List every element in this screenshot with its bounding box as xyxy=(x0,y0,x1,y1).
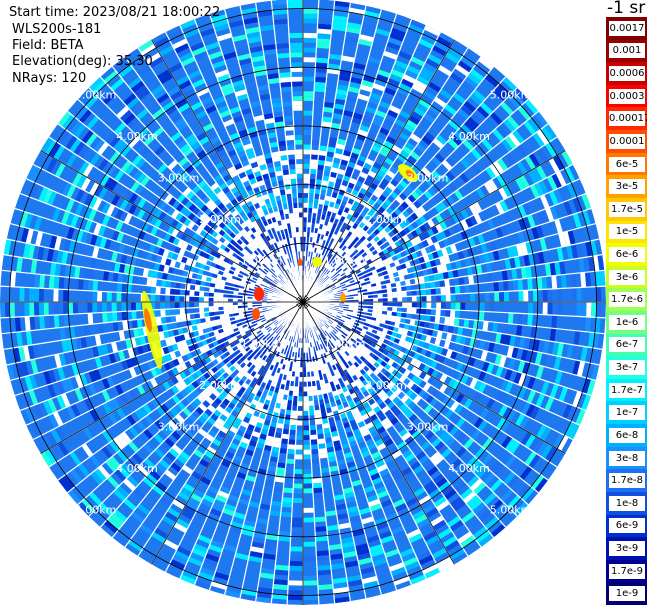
range-label-4: 4.00km xyxy=(448,462,490,475)
colorbar-tick-label: 0.0001 xyxy=(609,133,645,149)
colorbar xyxy=(606,17,647,606)
colorbar-tick-label: 3e-5 xyxy=(609,179,645,195)
range-ring-labels: 1.00km 2.00km 3.00km 4.00km 5.00km 1.00km 2.00… xyxy=(75,89,532,517)
colorbar-tick-label: 1e-7 xyxy=(609,405,645,421)
ppi-scan-plot: 1.00km 2.00km 3.00km 4.00km 5.00km 1.00km 2.00… xyxy=(0,0,606,605)
azimuth-line xyxy=(302,150,566,303)
range-label-2: 2.00km xyxy=(199,379,241,392)
colorbar-tick-label: 1.7e-6 xyxy=(609,292,645,308)
start-time-label: Start time: 2023/08/21 18:00:22 xyxy=(9,5,221,20)
colorbar-tick-label: 0.0003 xyxy=(609,88,645,104)
colorbar-unit: -1 sr xyxy=(607,0,646,18)
azimuth-line xyxy=(40,150,304,303)
azimuth-line xyxy=(151,39,304,303)
range-label-3: 3.00km xyxy=(158,172,200,185)
range-label-5: 5.00km xyxy=(75,504,117,517)
range-label-3: 3.00km xyxy=(407,172,449,185)
elevation-label: Elevation(deg): 35.30 xyxy=(12,54,153,69)
colorbar-tick-label: 1.7e-8 xyxy=(609,473,645,489)
colorbar-tick-label: 6e-5 xyxy=(609,156,645,172)
colorbar-tick-label: 1e-6 xyxy=(609,314,645,330)
range-label-5: 5.00km xyxy=(75,89,117,102)
range-label-1: 1.00km xyxy=(324,255,366,268)
range-label-1: 1.00km xyxy=(324,338,366,351)
colorbar-tick-label: 0.00017 xyxy=(609,111,647,127)
colorbar-tick-label: 0.0017 xyxy=(609,20,645,36)
azimuth-line xyxy=(302,301,566,454)
azimuth-line xyxy=(40,301,304,454)
colorbar-tick-label: 1e-5 xyxy=(609,224,645,240)
colorbar-tick-label: 1.7e-7 xyxy=(609,382,645,398)
plume-northeast-core xyxy=(405,170,415,178)
colorbar-tick-label: 3e-7 xyxy=(609,360,645,376)
azimuth-line xyxy=(302,301,455,565)
plume-west-core xyxy=(144,308,152,332)
colorbar-tick-label: 6e-6 xyxy=(609,246,645,262)
field-label: Field: BETA xyxy=(12,38,84,53)
range-label-4: 4.00km xyxy=(116,462,158,475)
range-label-4: 4.00km xyxy=(116,130,158,143)
range-label-3: 3.00km xyxy=(407,421,449,434)
colorbar-tick-label: 6e-9 xyxy=(609,518,645,534)
hotspot-east xyxy=(340,293,346,303)
colorbar-tick-label: 3e-9 xyxy=(609,540,645,556)
colorbar-tick-label: 6e-8 xyxy=(609,427,645,443)
azimuth-lines xyxy=(0,0,606,605)
colorbar-tick-label: 0.0006 xyxy=(609,66,645,82)
azimuth-line xyxy=(302,39,455,303)
range-label-2: 2.00km xyxy=(365,379,407,392)
range-label-4: 4.00km xyxy=(448,130,490,143)
nrays-label: NRays: 120 xyxy=(12,71,87,86)
colorbar-tick-label: 0.001 xyxy=(609,43,645,59)
range-label-2: 2.00km xyxy=(199,213,241,226)
range-label-1: 1.00km xyxy=(241,255,283,268)
plume-features xyxy=(141,164,418,370)
hotspot-center xyxy=(298,258,302,266)
colorbar-tick-label: 1e-8 xyxy=(609,495,645,511)
colorbar-tick-label: 1.7e-5 xyxy=(609,201,645,217)
colorbar-tick-label: 1.7e-9 xyxy=(609,563,645,579)
azimuth-line xyxy=(151,301,304,565)
range-label-3: 3.00km xyxy=(158,421,200,434)
colorbar-tick-label: 1e-9 xyxy=(609,586,645,602)
range-label-5: 5.00km xyxy=(490,89,532,102)
instrument-label: WLS200s-181 xyxy=(12,22,102,37)
range-label-2: 2.00km xyxy=(365,213,407,226)
hotspot-west-1 xyxy=(254,287,264,301)
colorbar-tick-label: 3e-8 xyxy=(609,450,645,466)
colorbar-tick-label: 3e-6 xyxy=(609,269,645,285)
colorbar-tick-label: 6e-7 xyxy=(609,337,645,353)
hotspot-north xyxy=(312,257,322,267)
range-label-1: 1.00km xyxy=(241,338,283,351)
hotspot-west-2 xyxy=(252,308,260,320)
range-label-5: 5.00km xyxy=(490,504,532,517)
radar-center-marker xyxy=(296,295,310,309)
